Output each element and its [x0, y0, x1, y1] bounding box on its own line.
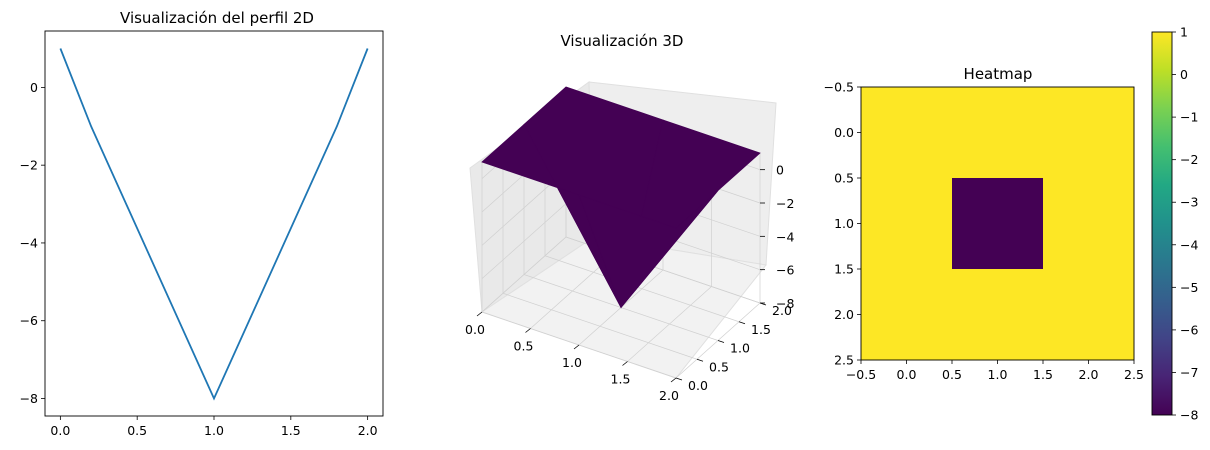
x-tick: [622, 361, 628, 366]
x-tick: [476, 311, 483, 317]
x-tick-label: 0.0: [50, 423, 70, 438]
colorbar-tick-label: 1: [1180, 25, 1188, 40]
y-tick: [738, 321, 746, 325]
x-tick-label: 2.0: [1079, 367, 1099, 382]
heatmap-cell: [861, 178, 953, 270]
y-tick-label: 0.0: [688, 378, 708, 393]
y-tick-label: 1.0: [730, 341, 750, 356]
colorbar: [1151, 31, 1173, 416]
heatmap-title: Heatmap: [964, 65, 1033, 83]
surface-3d-chart: Visualización 3D 0.00.51.01.52.00.00.51.…: [465, 32, 794, 403]
surface-3d-title: Visualización 3D: [561, 32, 684, 50]
floor-grid-line: [544, 255, 740, 323]
x-tick-label: 1.0: [204, 423, 224, 438]
floor-grid-line: [627, 286, 712, 362]
profile-2d-chart: Visualización del perfil 2D 0.0 0.5 1.0 1.5…: [20, 9, 384, 438]
colorbar-tick-label: −4: [1180, 237, 1198, 252]
heatmap-cell: [1043, 87, 1135, 179]
heatmap-cell: [952, 87, 1044, 179]
x-tick-label: 1.5: [611, 372, 631, 387]
colorbar-tick-label: −6: [1180, 322, 1198, 337]
x-tick: [573, 344, 580, 350]
x-tick-label: 1.5: [281, 423, 301, 438]
heatmap-cell: [1043, 178, 1135, 270]
heatmap-cell: [861, 269, 953, 361]
x-tick-label: 0.0: [465, 322, 485, 337]
x-tick-label: 0.0: [897, 367, 917, 382]
z-tick-label: −6: [776, 263, 794, 278]
y-tick-label: 2.0: [834, 307, 854, 322]
heatmap-cell: [861, 87, 953, 179]
z-tick-label: −2: [776, 196, 794, 211]
z-tick-label: −4: [776, 229, 794, 244]
y-tick-label: 0.0: [834, 125, 854, 140]
colorbar-tick-label: −8: [1180, 408, 1198, 423]
heatmap-cell: [952, 269, 1044, 361]
y-tick-label: 2.0: [772, 303, 792, 318]
x-tick-label: 2.5: [1124, 367, 1144, 382]
y-tick-label: 1.0: [834, 216, 854, 231]
x-tick-label: 2.0: [659, 388, 679, 403]
y-tick-label: 1.5: [751, 322, 771, 337]
y-tick-label: −8: [20, 391, 38, 406]
x-tick: [525, 328, 531, 333]
y-tick-label: −4: [20, 235, 38, 250]
profile-2d-frame: [44, 30, 384, 417]
colorbar-tick-label: −1: [1180, 110, 1198, 125]
y-tick-label: −2: [20, 158, 38, 173]
x-tick-label: 2.0: [358, 423, 378, 438]
y-tick-label: −6: [20, 313, 38, 328]
colorbar-tick-label: −7: [1180, 365, 1198, 380]
y-tick: [675, 377, 683, 381]
x-tick-label: −0.5: [846, 367, 876, 382]
colorbar-tick-label: −2: [1180, 152, 1198, 167]
x-tick-label: 1.0: [988, 367, 1008, 382]
x-tick-label: 1.0: [562, 355, 582, 370]
y-tick-label: 0.5: [709, 359, 729, 374]
heatmap-cell: [1043, 269, 1135, 361]
x-tick: [670, 377, 677, 383]
y-tick-label: −0.5: [824, 80, 854, 95]
x-tick-label: 0.5: [942, 367, 962, 382]
colorbar-tick-label: −5: [1180, 280, 1198, 295]
heatmap-chart: Heatmap −0.5 0.0 0.5 1.0 1.5 2.0 2.5 −0.5 0.0 0.…: [824, 25, 1199, 423]
surface-facet: [578, 190, 719, 309]
z-tick-label: −8: [776, 296, 794, 311]
y-tick: [696, 358, 704, 362]
z-tick-label: 0: [776, 163, 784, 178]
y-tick-label: 0.5: [834, 171, 854, 186]
x-tick-label: 1.5: [1033, 367, 1053, 382]
y-tick: [717, 340, 725, 343]
y-tick-label: 2.5: [834, 353, 854, 368]
x-tick-label: 0.5: [514, 339, 534, 354]
heatmap-cell: [952, 178, 1044, 270]
profile-line: [59, 48, 369, 401]
colorbar-tick-label: −3: [1180, 195, 1198, 210]
x-tick-label: 0.5: [127, 423, 147, 438]
y-tick-label: 1.5: [834, 262, 854, 277]
profile-2d-title: Visualización del perfil 2D: [120, 9, 314, 27]
y-tick-label: 0: [30, 80, 38, 95]
colorbar-tick-label: 0: [1180, 67, 1188, 82]
